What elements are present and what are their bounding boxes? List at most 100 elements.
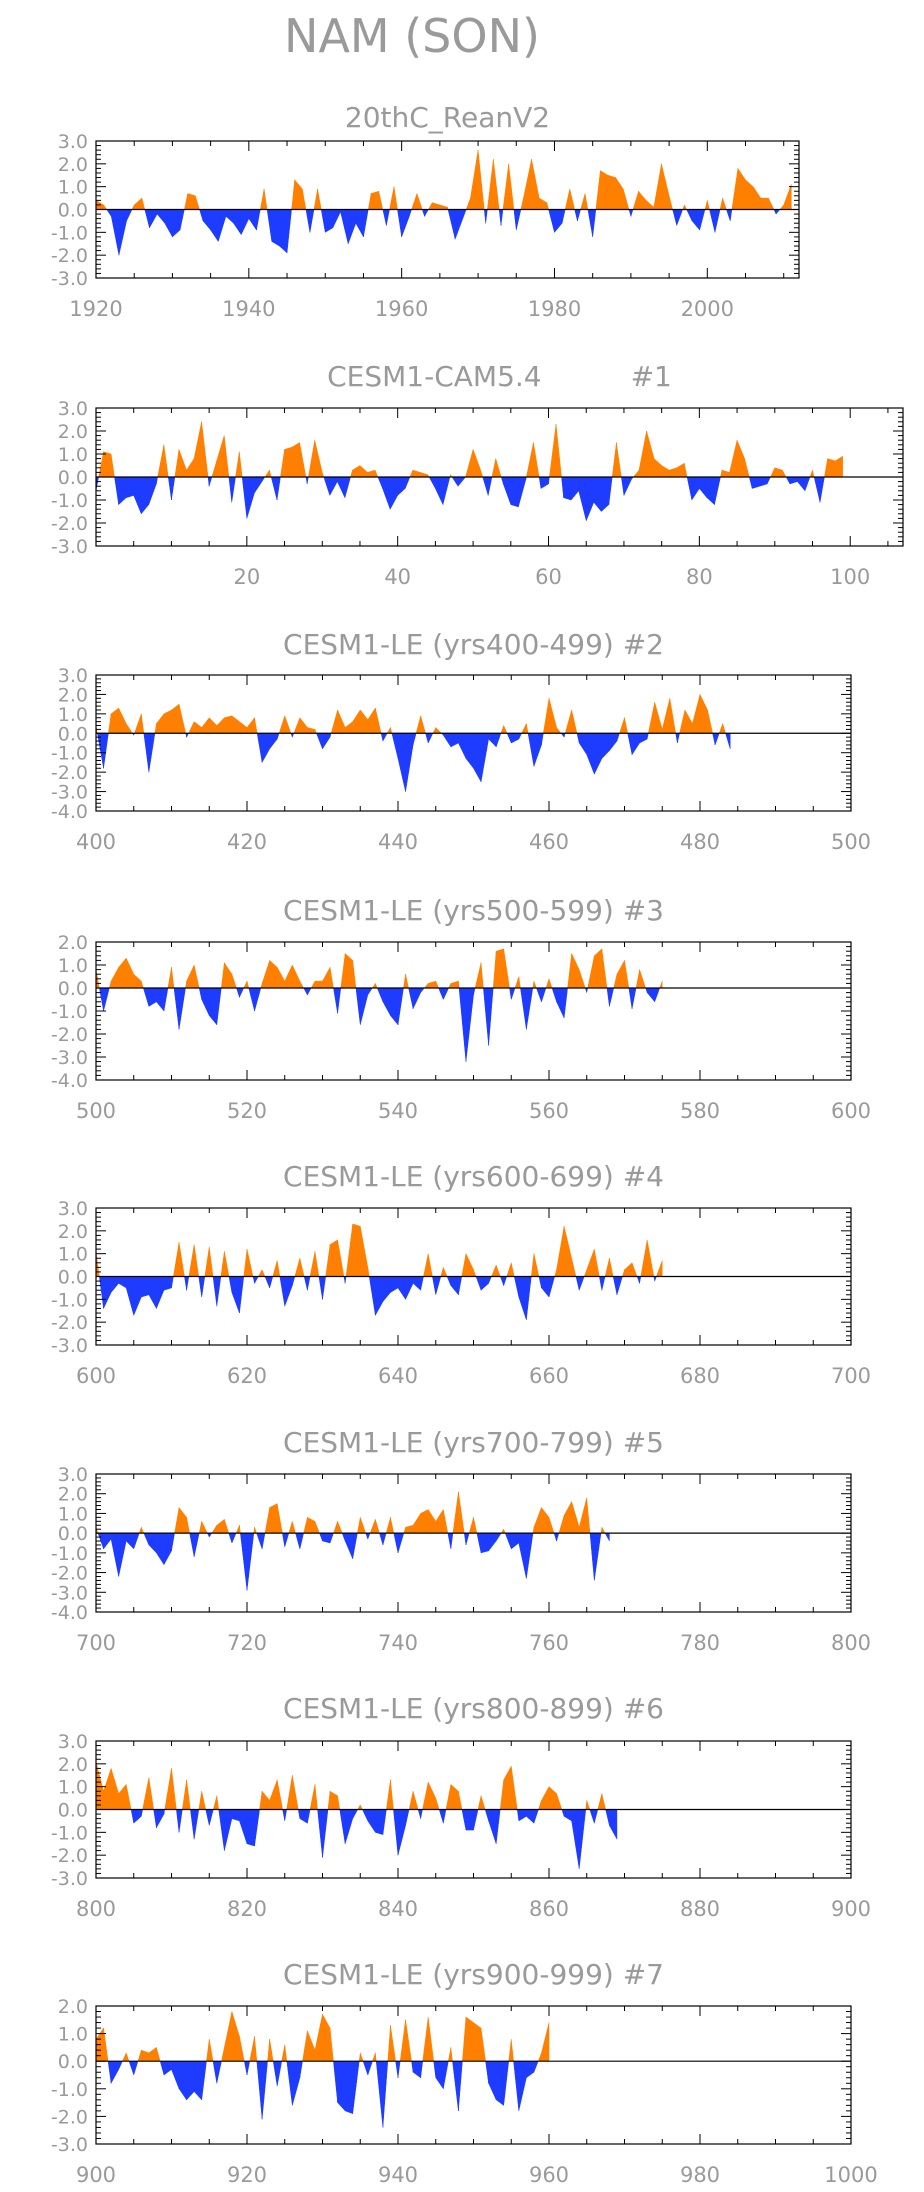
area-segment	[371, 982, 376, 989]
area-segment	[141, 1809, 143, 1817]
area-segment	[592, 209, 597, 237]
area-segment	[624, 717, 628, 734]
area-segment	[178, 1242, 185, 1277]
y-tick-label: 3.0	[58, 1464, 88, 1486]
area-segment	[211, 1524, 218, 1534]
x-tick-label: 740	[378, 1631, 418, 1655]
area-segment	[209, 987, 218, 1026]
area-segment	[586, 1497, 591, 1534]
area-segment	[556, 1793, 563, 1810]
panel-title: CESM1-LE (yrs800-899) #6	[283, 1692, 664, 1725]
area-segment	[97, 733, 104, 769]
area-segment	[654, 987, 661, 1002]
area-segment	[586, 733, 595, 775]
x-tick-label: 660	[529, 1364, 569, 1388]
area-segment	[367, 707, 376, 734]
y-tick-label: 2.0	[58, 932, 88, 954]
area-segment	[325, 1244, 331, 1277]
area-segment	[248, 209, 257, 231]
y-tick-label: -1.0	[51, 1822, 88, 1844]
area-segment	[310, 980, 316, 989]
area-segment	[395, 2060, 399, 2078]
area-segment	[271, 209, 280, 247]
area-segment	[382, 1809, 387, 1835]
area-segment	[813, 476, 821, 503]
area-segment	[345, 1223, 353, 1277]
area-segment	[103, 733, 109, 769]
area-segment	[468, 1517, 474, 1534]
area-segment	[726, 209, 731, 221]
area-segment	[812, 470, 815, 478]
area-segment	[305, 209, 311, 233]
x-tick-label: 600	[76, 1364, 116, 1388]
area-segment	[482, 476, 489, 496]
x-tick-label: 560	[529, 1099, 569, 1123]
x-tick-label: 580	[680, 1099, 720, 1123]
area-segment	[403, 1527, 406, 1534]
area-segment	[531, 1253, 535, 1277]
area-segment	[198, 1791, 202, 1810]
area-segment	[243, 2060, 248, 2076]
x-tick-label: 940	[378, 2163, 418, 2187]
area-segment	[491, 458, 496, 478]
x-tick-label: 920	[227, 2163, 267, 2187]
area-segment	[510, 476, 519, 508]
area-segment	[261, 1532, 266, 1549]
area-segment	[548, 1517, 555, 1534]
area-segment	[141, 476, 150, 515]
area-segment	[431, 202, 441, 210]
area-segment	[201, 1791, 207, 1810]
area-segment	[450, 1783, 459, 1810]
x-tick-label: 620	[227, 1364, 267, 1388]
area-segment	[707, 200, 710, 210]
area-segment	[171, 2060, 180, 2089]
area-segment	[276, 1503, 283, 1534]
area-segment	[235, 451, 240, 478]
area-segment	[509, 987, 512, 1000]
area-segment	[721, 469, 730, 478]
area-segment	[118, 1783, 127, 1810]
x-tick-label: 1960	[375, 297, 428, 321]
area-segment	[435, 1798, 440, 1810]
area-segment	[824, 458, 828, 478]
area-segment	[276, 967, 285, 989]
area-segment	[201, 1276, 206, 1298]
area-segment	[511, 1262, 515, 1277]
area-segment	[178, 704, 187, 734]
area-segment	[314, 1251, 320, 1277]
area-segment	[239, 987, 245, 998]
area-segment	[99, 987, 104, 1012]
area-segment	[377, 476, 383, 489]
area-segment	[186, 2060, 195, 2101]
area-segment	[502, 163, 509, 210]
area-segment	[386, 1779, 391, 1810]
area-segment	[438, 987, 444, 1000]
area-segment	[499, 1779, 504, 1810]
area-segment	[736, 440, 745, 478]
area-segment	[118, 209, 127, 256]
area-segment	[586, 1249, 595, 1277]
area-segment	[264, 469, 270, 478]
area-segment	[246, 717, 255, 734]
area-segment	[692, 694, 701, 734]
area-segment	[295, 1532, 301, 1549]
area-segment	[533, 442, 540, 478]
area-segment	[205, 1809, 210, 1826]
area-segment	[645, 199, 655, 210]
area-segment	[125, 476, 134, 499]
area-segment	[595, 170, 601, 210]
area-segment	[627, 733, 633, 755]
area-segment	[187, 193, 196, 210]
y-tick-label: 2.0	[58, 1221, 88, 1243]
area-segment	[450, 1532, 454, 1549]
area-segment	[616, 960, 625, 989]
area-segment	[435, 1276, 442, 1295]
area-segment	[307, 1809, 311, 1824]
area-segment	[188, 721, 195, 734]
area-segment	[156, 1532, 165, 1566]
panel-5: CESM1-LE (yrs700-799) #5 3.02.01.00.0-1.0…	[51, 1426, 871, 1655]
area-segment	[329, 1790, 338, 1810]
area-segment	[209, 1246, 214, 1277]
area-segment	[327, 1791, 331, 1810]
area-segment	[216, 2060, 222, 2084]
